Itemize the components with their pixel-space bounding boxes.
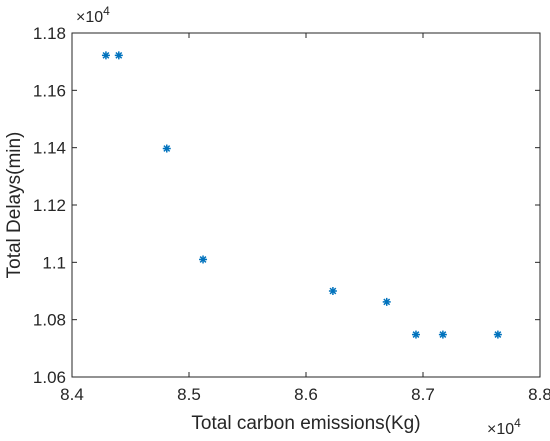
- data-point: [114, 51, 123, 60]
- x-tick-label: 8.7: [411, 385, 435, 404]
- x-tick-label: 8.5: [177, 385, 201, 404]
- data-points: [101, 51, 502, 339]
- y-tick-label: 1.16: [33, 81, 66, 100]
- data-point: [162, 144, 171, 153]
- data-point: [493, 330, 502, 339]
- data-point: [411, 330, 420, 339]
- x-tick-label: 8.6: [294, 385, 318, 404]
- data-point: [199, 255, 208, 264]
- x-axis-ticks: 8.4 8.5 8.6 8.7 8.8: [60, 33, 550, 404]
- y-tick-label: 1.06: [33, 368, 66, 387]
- y-tick-label: 1.1: [42, 253, 66, 272]
- y-axis-multiplier: ×104: [76, 4, 110, 26]
- data-point: [382, 297, 391, 306]
- y-axis-ticks: 1.06 1.08 1.1 1.12 1.14 1.16 1.18: [33, 24, 540, 387]
- y-tick-label: 1.08: [33, 311, 66, 330]
- y-axis-label: Total Delays(min): [4, 132, 25, 279]
- y-tick-label: 1.14: [33, 139, 66, 158]
- x-tick-label: 8.8: [528, 385, 550, 404]
- data-point: [438, 330, 447, 339]
- y-tick-label: 1.18: [33, 24, 66, 43]
- x-tick-label: 8.4: [60, 385, 84, 404]
- plot-area: [71, 32, 541, 378]
- data-point: [101, 51, 110, 60]
- x-axis-label: Total carbon emissions(Kg): [191, 413, 420, 434]
- data-point: [328, 287, 337, 295]
- x-axis-multiplier: ×104: [487, 416, 521, 438]
- y-tick-label: 1.12: [33, 196, 66, 215]
